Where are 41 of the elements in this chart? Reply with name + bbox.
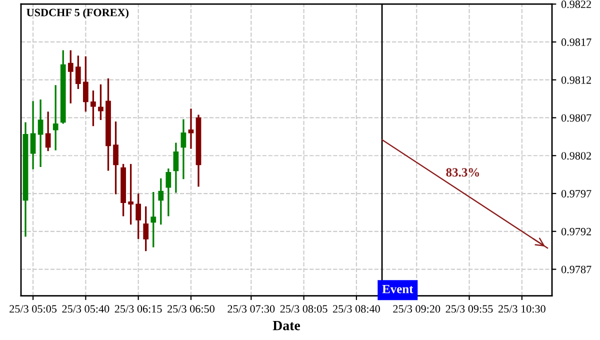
x-tick-label: 25/3 05:05 bbox=[10, 305, 57, 313]
y-tick-label: 0.9787 bbox=[561, 266, 592, 274]
x-tick-label: 25/3 05:40 bbox=[62, 305, 110, 313]
x-tick-label: 25/3 10:30 bbox=[498, 305, 546, 313]
y-tick-label: 0.9822 bbox=[561, 0, 591, 8]
candlestick bbox=[173, 142, 179, 194]
candlestick bbox=[75, 54, 81, 90]
candlestick bbox=[188, 108, 194, 150]
y-tick-label: 0.9792 bbox=[561, 228, 591, 236]
x-tick-label: 25/3 06:50 bbox=[168, 305, 214, 313]
candlestick bbox=[98, 84, 104, 121]
candlestick bbox=[45, 110, 51, 152]
candlestick bbox=[136, 192, 142, 240]
x-tick-label: 25/3 07:30 bbox=[228, 305, 275, 313]
y-tick-label: 0.9807 bbox=[561, 114, 592, 122]
candlestick bbox=[128, 163, 134, 226]
y-tick-label: 0.9797 bbox=[561, 190, 592, 198]
ref-line-label: Event bbox=[382, 284, 414, 294]
x-axis-title: Date bbox=[272, 321, 300, 330]
x-tick-label: 25/3 08:40 bbox=[333, 305, 380, 313]
candlestick bbox=[68, 49, 74, 104]
y-tick-label: 0.9802 bbox=[561, 152, 591, 160]
x-tick-label: 25/3 09:55 bbox=[446, 305, 493, 313]
chart-title: USDCHF 5 (FOREX) bbox=[26, 8, 128, 19]
candlestick bbox=[150, 191, 156, 248]
candlestick bbox=[38, 98, 44, 168]
candlestick bbox=[83, 56, 88, 113]
candlestick bbox=[30, 100, 36, 170]
y-tick-label: 0.9812 bbox=[561, 76, 591, 84]
candlestick bbox=[143, 206, 149, 252]
candlestick bbox=[158, 178, 164, 226]
candlestick bbox=[52, 84, 58, 152]
candlestick bbox=[90, 90, 96, 127]
candlestick bbox=[166, 168, 172, 218]
candlestick bbox=[113, 120, 118, 196]
x-tick-label: 25/3 08:05 bbox=[280, 305, 328, 313]
annotation: 83.3% bbox=[446, 168, 480, 177]
y-tick-label: 0.9817 bbox=[561, 38, 592, 46]
x-tick-label: 25/3 09:20 bbox=[393, 305, 440, 313]
candlestick bbox=[180, 118, 186, 180]
x-tick-label: 25/3 06:15 bbox=[114, 305, 162, 313]
